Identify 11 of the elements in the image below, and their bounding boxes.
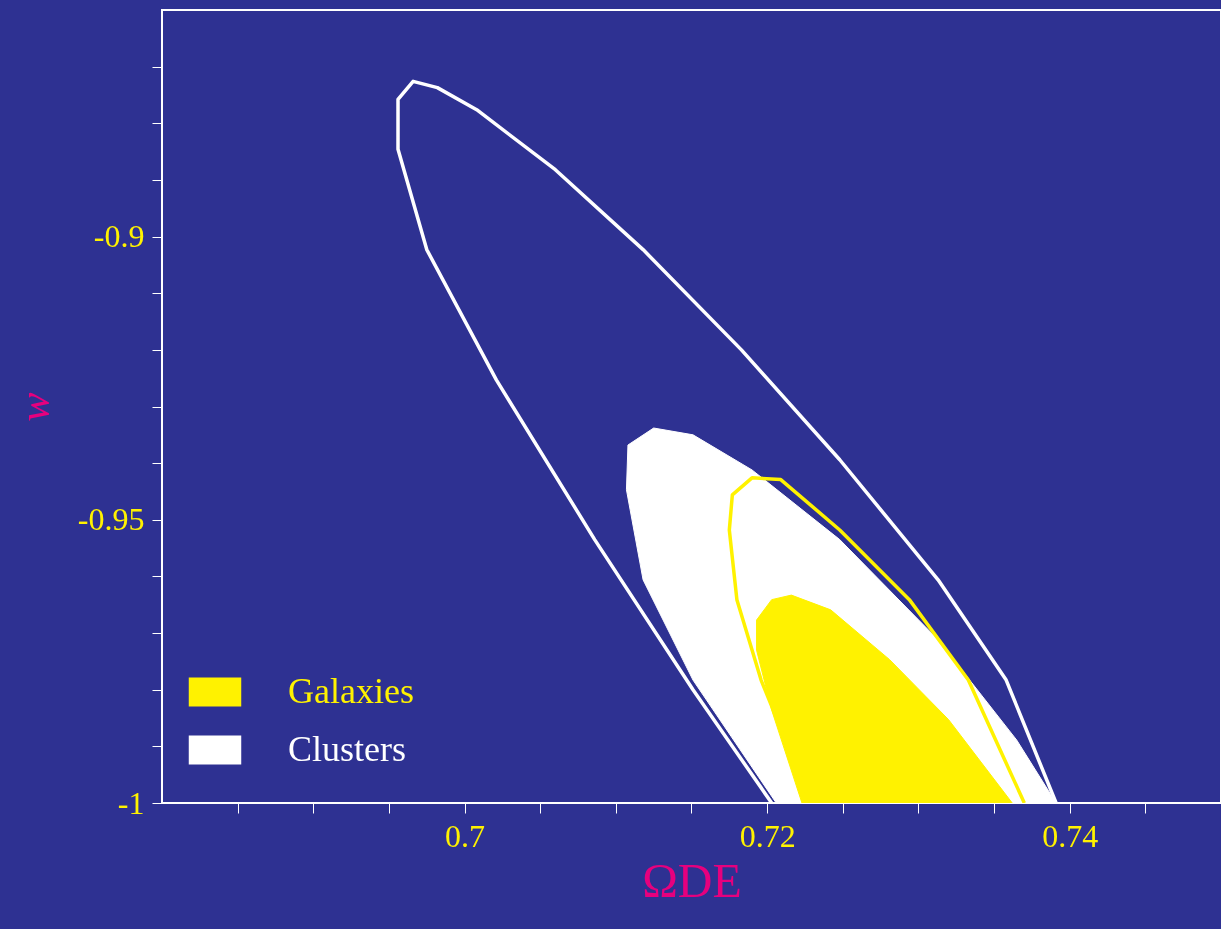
legend-label: Galaxies — [288, 671, 414, 711]
x-tick-label: 0.74 — [1042, 817, 1099, 854]
y-tick-label: -0.95 — [77, 501, 145, 538]
legend-label: Clusters — [288, 729, 407, 769]
x-tick-label: 0.72 — [739, 817, 796, 854]
y-tick-label: -0.9 — [93, 218, 145, 255]
y-axis-title: w — [9, 391, 59, 422]
line-series — [727, 476, 1027, 803]
y-tick-label: -1 — [117, 784, 145, 821]
x-tick-label: 0.7 — [445, 817, 486, 854]
x-axis-title: ΩDE — [642, 853, 742, 907]
